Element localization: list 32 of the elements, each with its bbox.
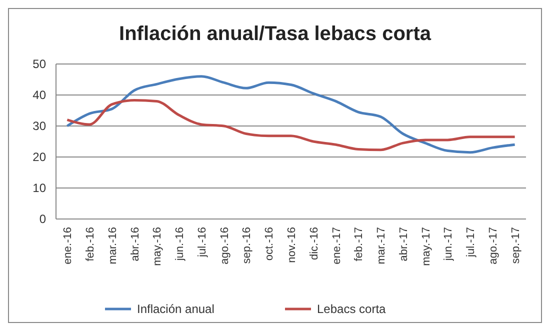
x-tick-label: sep.-17 — [510, 227, 522, 264]
x-tick-label: abr.-16 — [129, 227, 142, 262]
x-tick-label: jun.-17 — [442, 227, 455, 262]
x-tick-label: mar.-17 — [376, 227, 388, 264]
x-tick-label: ene.-16 — [62, 227, 74, 264]
line-series — [66, 99, 516, 152]
y-tick-label: 50 — [32, 57, 46, 72]
y-tick-label: 40 — [32, 88, 46, 102]
x-tick-label: jul.-17 — [465, 227, 478, 258]
y-tick-label: 20 — [32, 150, 46, 164]
x-tick-label: jul.-16 — [196, 227, 208, 258]
x-tick-label: ene.-17 — [330, 227, 343, 264]
x-tick-label: feb.-16 — [84, 227, 97, 262]
y-tick-label: 30 — [32, 119, 46, 134]
x-tick-label: oct.-16 — [264, 227, 276, 261]
legend-label: Inflación anual — [137, 302, 214, 316]
x-tick-label: nov.-16 — [286, 227, 298, 263]
x-tick-label: abr.-17 — [398, 227, 410, 262]
legend-label: Lebacs corta — [317, 302, 386, 316]
y-tick-label: 10 — [32, 181, 46, 196]
x-tick-label: feb.-17 — [353, 227, 366, 262]
x-tick-label: may.-16 — [152, 227, 164, 266]
x-tick-label: ago.-17 — [487, 227, 500, 264]
x-tick-label: may.-17 — [420, 227, 432, 266]
x-tick-label: ago.-16 — [218, 227, 231, 264]
x-tick-label: mar.-16 — [106, 227, 119, 264]
x-tick-label: dic.-16 — [308, 227, 320, 260]
x-tick-label: sep.-16 — [241, 227, 254, 264]
y-tick-label: 0 — [39, 212, 46, 226]
line-series — [66, 75, 516, 154]
chart-title: Inflación anual/Tasa lebacs corta — [119, 23, 432, 45]
x-tick-label: jun.-16 — [174, 227, 186, 262]
